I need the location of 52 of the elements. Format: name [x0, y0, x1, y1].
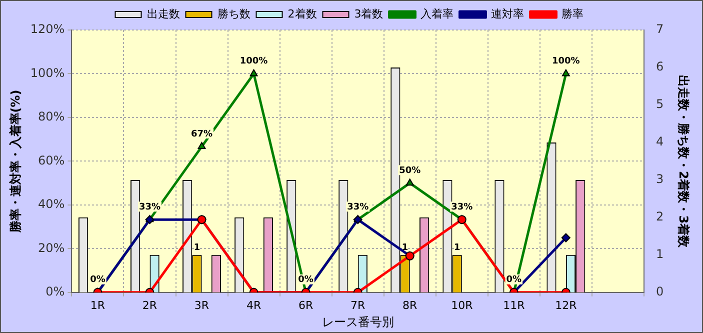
data-label: 33%	[347, 202, 369, 212]
point	[198, 142, 206, 150]
x-tick-label: 8R	[402, 298, 418, 312]
x-tick-label: 1R	[90, 298, 106, 312]
data-label: 1	[194, 242, 200, 253]
y2-tick-label: 5	[656, 97, 664, 112]
point	[250, 69, 258, 76]
point	[406, 178, 414, 186]
y-tick-label: 0%	[46, 284, 65, 299]
legend-label: 入着率	[420, 7, 454, 20]
y-tick-label: 120%	[30, 22, 65, 36]
y2-tick-label: 2	[656, 210, 664, 224]
y2-tick-label: 3	[656, 172, 664, 186]
y2-tick-label: 4	[656, 134, 664, 149]
x-tick-label: 6R	[298, 298, 314, 312]
data-label: 50%	[399, 166, 421, 176]
y-tick-label: 60%	[38, 153, 65, 168]
data-label: 100%	[240, 56, 268, 67]
data-label: 100%	[552, 56, 580, 67]
y-tick-label: 80%	[38, 110, 65, 124]
x-tick-label: 2R	[142, 298, 158, 312]
y2-tick-label: 6	[656, 60, 664, 74]
data-label: 67%	[190, 129, 213, 140]
y-axis-title: 勝率・連対率・入着率(%)	[8, 90, 22, 234]
legend-label: 連対率	[491, 7, 524, 20]
legend-label: 2着数	[288, 7, 317, 20]
x-tick-label: 11R	[503, 298, 526, 312]
y2-tick-label: 0	[656, 284, 664, 299]
legend-label: 3着数	[354, 7, 384, 20]
data-label: 33%	[451, 202, 473, 212]
x-tick-label: 4R	[246, 298, 262, 312]
data-label: 1	[454, 242, 460, 253]
y-tick-label: 100%	[30, 66, 65, 80]
y2-axis-title: 出走数・勝ち数・2着数・3着数	[676, 74, 691, 249]
y-tick-label: 20%	[38, 240, 65, 255]
x-tick-label: 12R	[555, 298, 578, 312]
data-label: 0%	[298, 275, 314, 286]
data-label: 0%	[90, 275, 106, 286]
y2-tick-label: 1	[656, 247, 664, 262]
x-tick-label: 3R	[194, 298, 210, 312]
y2-tick-label: 7	[656, 22, 664, 36]
legend-label: 勝率	[562, 7, 584, 20]
y-tick-label: 40%	[38, 197, 65, 212]
data-label: 33%	[138, 202, 161, 212]
x-tick-label: 7R	[350, 298, 366, 312]
x-axis-title: レース番号別	[322, 314, 394, 329]
point	[562, 69, 570, 76]
legend-label: 出走数	[146, 7, 180, 20]
data-label: 1	[402, 242, 408, 253]
data-label: 0%	[506, 275, 522, 286]
legend-label: 勝ち数	[217, 7, 250, 20]
x-tick-label: 10R	[451, 298, 474, 312]
